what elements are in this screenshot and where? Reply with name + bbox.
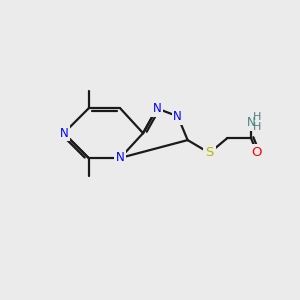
Text: N: N <box>173 110 182 123</box>
Text: N: N <box>59 127 68 140</box>
Text: N: N <box>153 102 161 115</box>
Text: N: N <box>247 116 255 129</box>
Text: S: S <box>205 146 214 160</box>
Text: H: H <box>253 112 261 122</box>
Text: O: O <box>252 146 262 160</box>
Text: N: N <box>116 152 125 164</box>
Text: H: H <box>253 122 261 132</box>
